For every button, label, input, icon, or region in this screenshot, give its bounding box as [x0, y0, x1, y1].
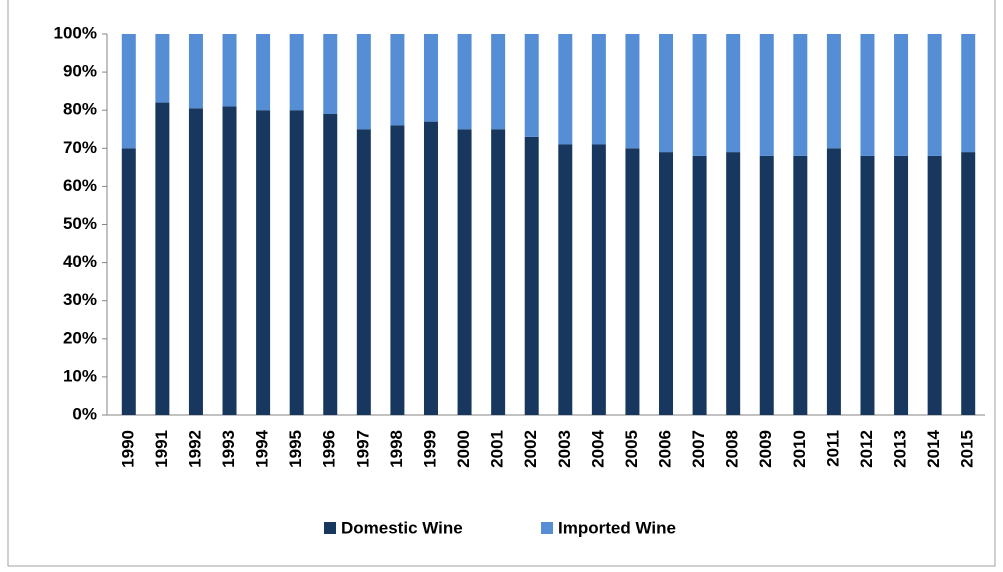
- bar-segment: [860, 155, 875, 416]
- bar-segment: [659, 34, 674, 153]
- x-tick-label: 2005: [622, 430, 641, 468]
- x-tick-label: 1995: [286, 430, 305, 468]
- bar-segment: [323, 114, 338, 415]
- y-tick-label: 50%: [63, 214, 97, 233]
- bar-segment: [726, 34, 741, 153]
- x-tick-label: 2007: [689, 430, 708, 468]
- bar-segment: [860, 34, 875, 156]
- bar-segment: [222, 106, 237, 415]
- bar-segment: [591, 34, 606, 145]
- bar-segment: [155, 34, 170, 103]
- bar-segment: [659, 152, 674, 416]
- bar-segment: [491, 34, 506, 130]
- y-tick-label: 90%: [63, 62, 97, 81]
- x-tick-label: 2013: [891, 430, 910, 468]
- x-tick-label: 1992: [185, 430, 204, 468]
- x-tick-label: 1994: [253, 429, 272, 467]
- x-tick-label: 1997: [353, 430, 372, 468]
- bar-segment: [457, 34, 472, 130]
- bar-segment: [894, 34, 909, 156]
- x-tick-label: 2012: [857, 430, 876, 468]
- x-tick-label: 2006: [656, 430, 675, 468]
- x-tick-label: 2014: [924, 429, 943, 467]
- bar-segment: [289, 110, 304, 415]
- bar-segment: [625, 34, 640, 149]
- y-tick-label: 40%: [63, 252, 97, 271]
- bar-segment: [692, 155, 707, 416]
- bar-segment: [188, 108, 203, 416]
- x-tick-label: 2008: [723, 430, 742, 468]
- bar-segment: [423, 121, 438, 415]
- bar-segment: [793, 34, 808, 156]
- x-tick-label: 1990: [118, 430, 137, 468]
- x-tick-label: 2002: [521, 430, 540, 468]
- bar-segment: [558, 34, 573, 145]
- x-tick-label: 1996: [320, 430, 339, 468]
- x-tick-label: 1998: [387, 430, 406, 468]
- x-tick-label: 1991: [152, 430, 171, 468]
- bar-segment: [826, 148, 841, 416]
- y-tick-label: 30%: [63, 290, 97, 309]
- x-tick-label: 2015: [958, 430, 977, 468]
- y-tick-label: 100%: [54, 23, 97, 42]
- legend-swatch: [324, 522, 336, 534]
- bar-segment: [558, 144, 573, 416]
- bar-segment: [961, 34, 976, 153]
- bar-segment: [692, 34, 707, 156]
- bar-segment: [457, 129, 472, 415]
- bar-segment: [524, 136, 539, 415]
- bar-segment: [188, 34, 203, 109]
- bar-segment: [894, 155, 909, 416]
- y-tick-label: 20%: [63, 328, 97, 347]
- bar-segment: [155, 102, 170, 415]
- y-tick-label: 60%: [63, 176, 97, 195]
- bar-segment: [726, 152, 741, 416]
- bar-segment: [121, 34, 136, 149]
- bar-segment: [826, 34, 841, 149]
- bar-segment: [759, 34, 774, 156]
- x-tick-label: 2003: [555, 430, 574, 468]
- bar-segment: [625, 148, 640, 416]
- bar-segment: [524, 34, 539, 137]
- x-tick-label: 2004: [588, 429, 607, 467]
- x-tick-label: 1999: [420, 430, 439, 468]
- x-tick-label: 2011: [823, 430, 842, 467]
- x-tick-label: 2010: [790, 430, 809, 468]
- bar-segment: [256, 34, 271, 111]
- x-tick-label: 2009: [756, 430, 775, 468]
- bar-segment: [222, 34, 237, 107]
- bar-segment: [591, 144, 606, 416]
- bar-segment: [927, 34, 942, 156]
- y-tick-label: 70%: [63, 138, 97, 157]
- legend-swatch: [541, 522, 553, 534]
- bar-segment: [759, 155, 774, 416]
- x-tick-label: 2000: [454, 430, 473, 468]
- bar-segment: [323, 34, 338, 115]
- bar-segment: [356, 129, 371, 415]
- bar-segment: [927, 155, 942, 416]
- bar-segment: [256, 110, 271, 415]
- bar-segment: [961, 152, 976, 416]
- bar-segment: [793, 155, 808, 416]
- legend-label: Imported Wine: [558, 518, 676, 537]
- bar-segment: [491, 129, 506, 415]
- x-tick-label: 2001: [488, 430, 507, 468]
- bar-segment: [390, 125, 405, 415]
- bar-segment: [121, 148, 136, 416]
- x-tick-label: 1993: [219, 430, 238, 468]
- y-tick-label: 0%: [72, 404, 97, 423]
- legend-label: Domestic Wine: [341, 518, 463, 537]
- bar-segment: [356, 34, 371, 130]
- bar-segment: [390, 34, 405, 126]
- bar-segment: [289, 34, 304, 111]
- y-tick-label: 10%: [63, 366, 97, 385]
- bar-segment: [423, 34, 438, 122]
- y-tick-label: 80%: [63, 100, 97, 119]
